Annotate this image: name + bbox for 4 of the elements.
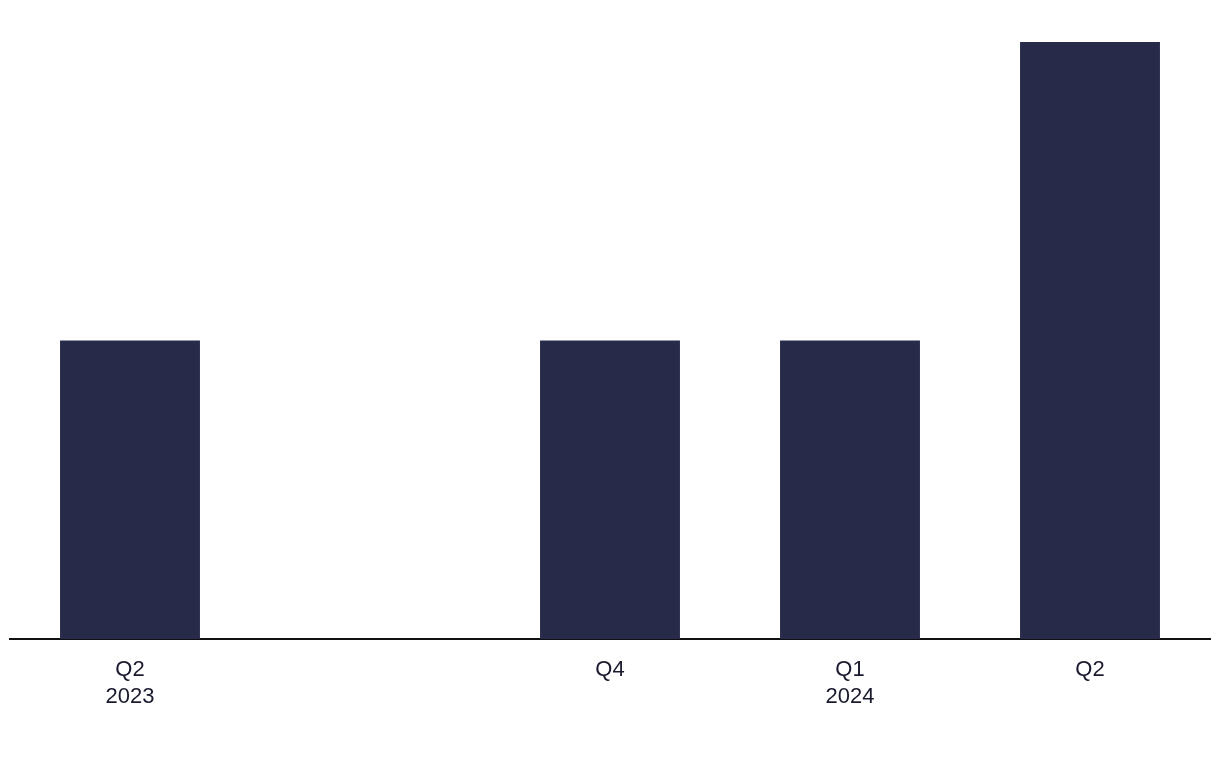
- x-tick-label: Q2: [1075, 656, 1105, 682]
- x-tick-label: Q1 2024: [825, 656, 875, 708]
- x-tick-label: Q2 2023: [105, 656, 155, 708]
- x-tick-label: Q4: [595, 656, 625, 682]
